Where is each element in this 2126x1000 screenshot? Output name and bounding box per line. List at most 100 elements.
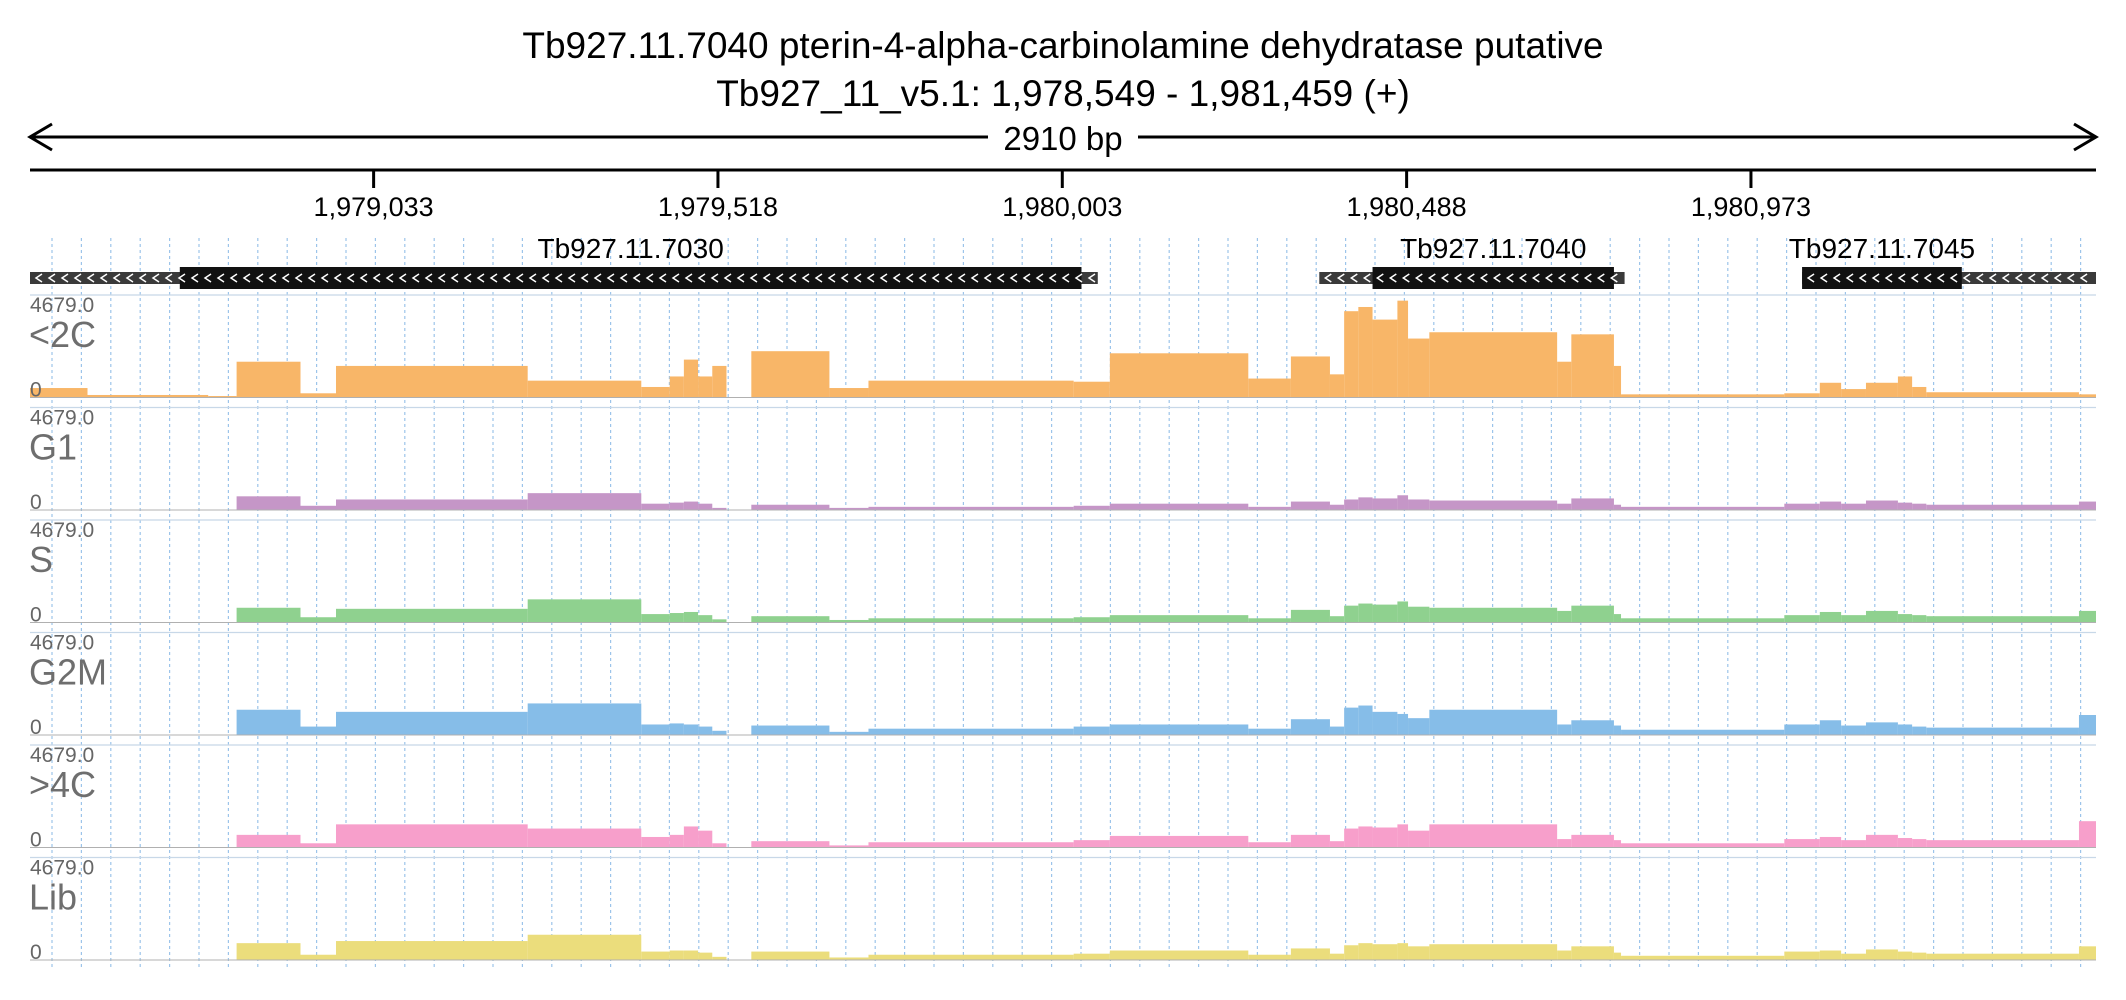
coverage-bar [1358, 603, 1373, 623]
chevron-left-icon [918, 273, 927, 283]
coverage-bar [712, 730, 727, 735]
chevron-left-icon [723, 273, 732, 283]
coverage-bar [1372, 827, 1398, 848]
coverage-bar [641, 836, 670, 848]
coverage-track: 4679.0<2C 0 [29, 294, 2096, 402]
y-min-label: 0 [30, 716, 42, 739]
chevron-left-icon [1466, 273, 1475, 283]
coverage-bar [1557, 950, 1572, 960]
chevron-left-icon [307, 273, 316, 283]
chevron-left-icon [411, 273, 420, 283]
y-min-label: 0 [30, 829, 42, 852]
coverage-bar [1329, 374, 1345, 398]
coverage-bars [30, 493, 2096, 510]
coverage-bar [1784, 393, 1820, 398]
coverage-bar [1912, 726, 1927, 735]
coverage-bar [641, 951, 670, 960]
ruler-tick-label: 1,979,518 [658, 192, 778, 222]
coverage-bar [1912, 615, 1927, 623]
coverage-bar [1613, 725, 1622, 735]
chevron-left-icon [1936, 273, 1945, 283]
chevron-left-icon [255, 273, 264, 283]
chevron-left-icon [1427, 273, 1436, 283]
chevron-left-icon [1531, 273, 1540, 283]
coverage-bar [1109, 615, 1249, 623]
chevron-left-icon [801, 273, 810, 283]
coverage-bar [300, 393, 336, 398]
coverage-track: 4679.0S 0 [29, 519, 2096, 627]
coverage-bar [868, 506, 1074, 510]
coverage-bar [698, 503, 713, 510]
chevron-left-icon [632, 273, 641, 283]
coverage-bar [1912, 386, 1927, 398]
coverage-bar [1073, 726, 1110, 735]
chevron-left-icon [957, 273, 966, 283]
chevron-left-icon [1910, 273, 1919, 283]
chevron-left-icon [1440, 273, 1449, 283]
chevron-left-icon [424, 273, 433, 283]
coverage-bar [1571, 720, 1614, 735]
chevron-left-icon [281, 273, 290, 283]
coverage-bar [1897, 838, 1913, 848]
coverage-bar [1926, 616, 2079, 623]
coverage-bar [1358, 306, 1373, 398]
chevron-left-icon [1845, 273, 1854, 283]
coverage-bar [698, 615, 713, 623]
coverage-bar [868, 954, 1074, 960]
chevron-left-icon [554, 273, 563, 283]
coverage-bar [868, 380, 1074, 398]
chevron-left-icon [476, 273, 485, 283]
chevron-left-icon [450, 273, 459, 283]
chevron-left-icon [73, 273, 82, 283]
coverage-bar [1248, 506, 1291, 510]
chevron-left-icon [268, 273, 277, 283]
coverage-bar [1784, 724, 1820, 735]
chevron-left-icon [385, 273, 394, 283]
gene-track: Tb927.11.7030 Tb927.11.7040 Tb927.11.7045 [30, 233, 2096, 289]
coverage-bar [1784, 615, 1820, 623]
coverage-bar [683, 724, 699, 735]
coverage-bar [1358, 705, 1373, 735]
chevron-left-icon [749, 273, 758, 283]
coverage-bar [1329, 504, 1345, 510]
chevron-left-icon [1087, 273, 1096, 283]
chevron-left-icon [1074, 273, 1083, 283]
coverage-bar [669, 950, 684, 960]
chevron-left-icon [1048, 273, 1057, 283]
coverage-bar [527, 380, 642, 398]
coverage-bar [1557, 724, 1572, 735]
coverage-bar [1819, 501, 1842, 510]
coverage-bar [868, 618, 1074, 623]
coverage-bar [683, 359, 699, 398]
chevron-left-icon [931, 273, 940, 283]
chevron-left-icon [1949, 273, 1958, 283]
chevron-left-icon [1388, 273, 1397, 283]
coverage-bar [1397, 824, 1409, 848]
coverage-bar [698, 830, 713, 848]
coverage-bar [1429, 500, 1558, 510]
coverage-bar [1073, 505, 1110, 510]
chevron-left-icon [99, 273, 108, 283]
coverage-bar [1344, 311, 1359, 398]
coverage-bar [1109, 724, 1249, 735]
coverage-bar [1865, 834, 1898, 848]
coverage-bar [868, 728, 1074, 735]
coverage-bar [1290, 948, 1330, 960]
chevron-left-icon [2001, 273, 2010, 283]
chevron-left-icon [788, 273, 797, 283]
chevron-left-icon [1414, 273, 1423, 283]
chevron-left-icon [658, 273, 667, 283]
coverage-bar [1784, 503, 1820, 510]
coverage-bar [300, 843, 336, 848]
chevron-left-icon [1544, 273, 1553, 283]
track-name: <2C [29, 314, 96, 355]
chevron-left-icon [125, 273, 134, 283]
coverage-bar [669, 613, 684, 623]
coverage-bar [1329, 953, 1345, 960]
coverage-bar [527, 828, 642, 848]
coverage-bar [1865, 610, 1898, 623]
coverage-bars [30, 934, 2096, 960]
coverage-bar [236, 943, 301, 960]
